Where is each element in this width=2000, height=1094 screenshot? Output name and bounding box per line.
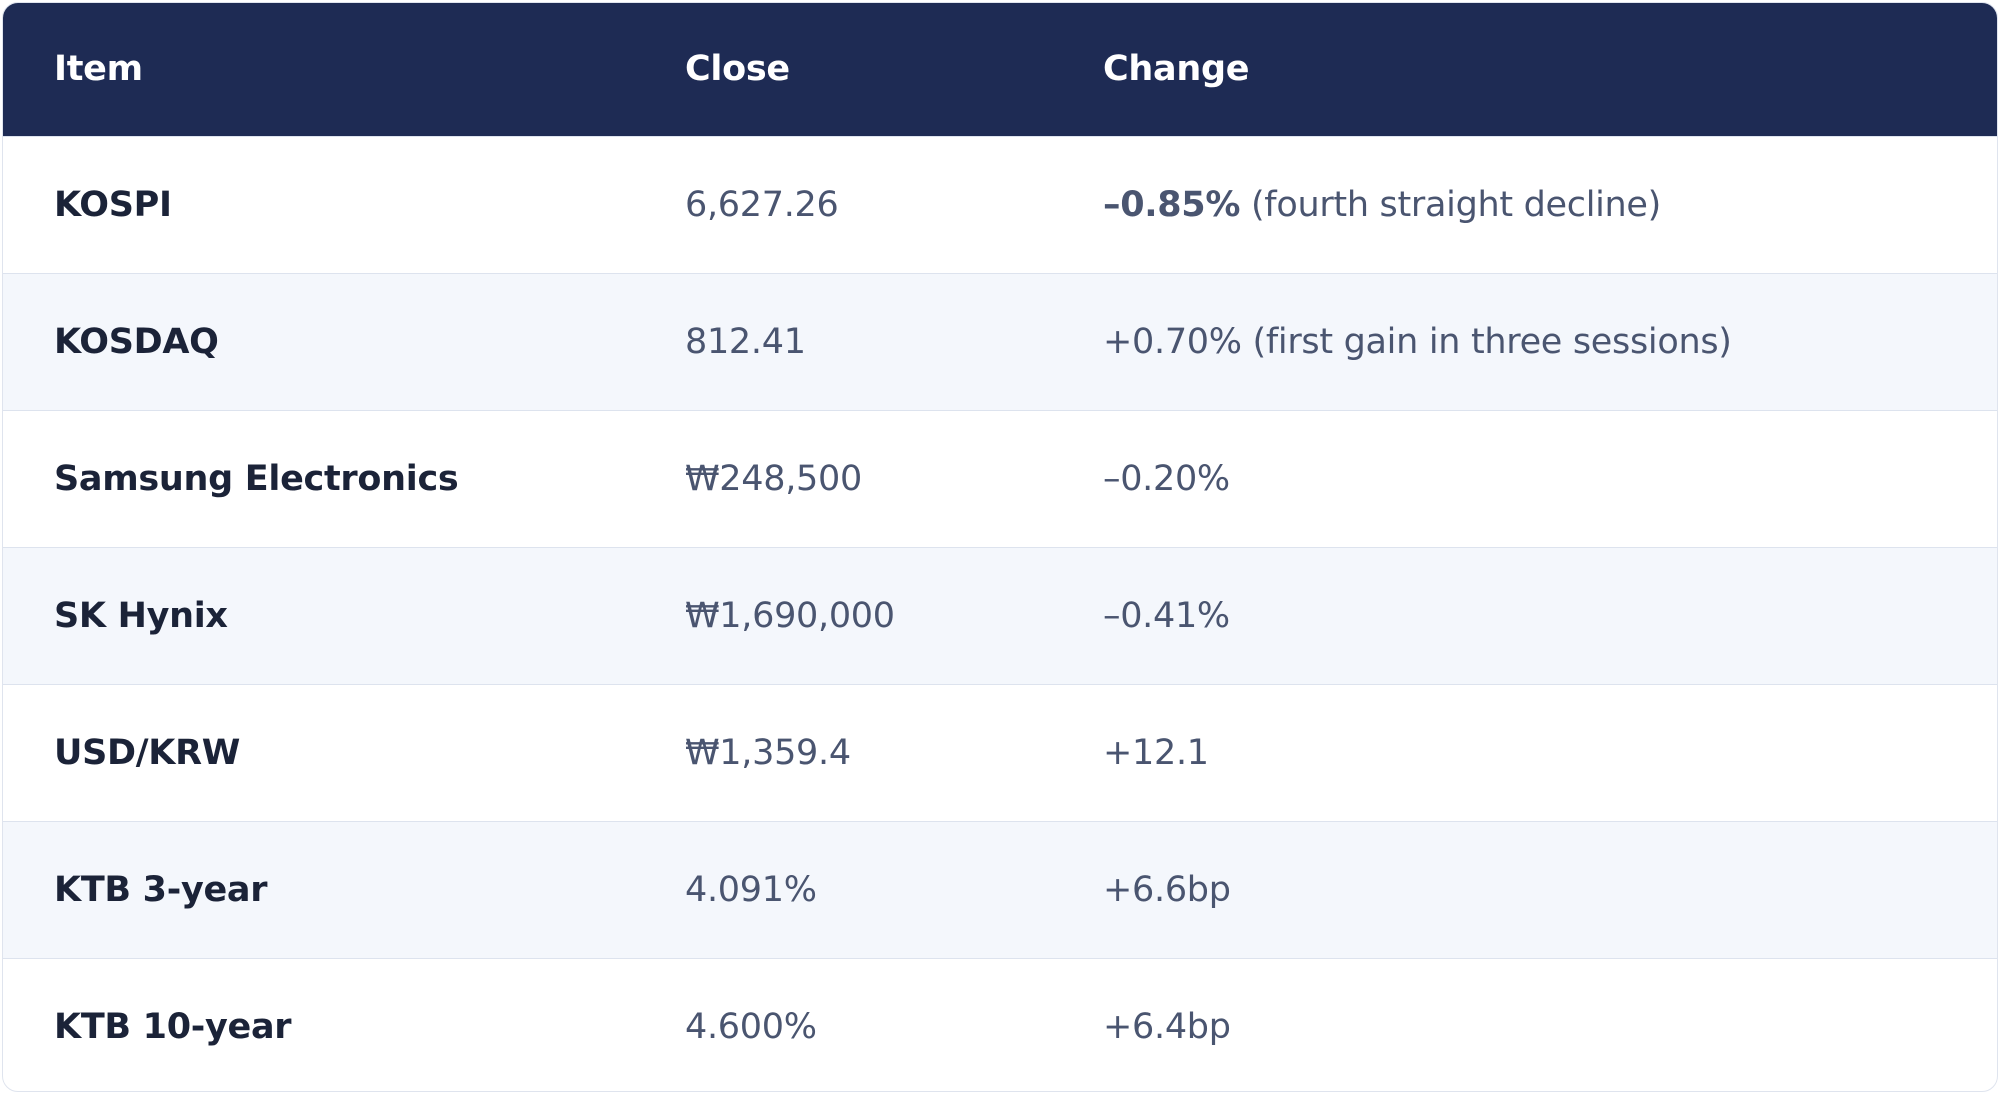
market-table: Item Close Change KOSPI 6,627.26 –0.85% … bbox=[3, 3, 1997, 1091]
table-row: USD/KRW ₩1,359.4 +12.1 bbox=[3, 684, 1997, 821]
table-row: Samsung Electronics ₩248,500 –0.20% bbox=[3, 410, 1997, 547]
row-change: +6.4bp bbox=[1103, 1006, 1231, 1047]
header-close: Close bbox=[685, 49, 790, 90]
row-item: KOSDAQ bbox=[54, 321, 219, 362]
table-header-row: Item Close Change bbox=[3, 3, 1997, 136]
row-close: 812.41 bbox=[685, 321, 806, 362]
row-change: +12.1 bbox=[1103, 732, 1209, 773]
row-change-value: +0.70% bbox=[1103, 321, 1242, 362]
table-row: KOSPI 6,627.26 –0.85% (fourth straight d… bbox=[3, 136, 1997, 273]
row-item: KTB 3-year bbox=[54, 869, 268, 910]
row-change: –0.85% (fourth straight decline) bbox=[1052, 136, 1997, 273]
row-change: –0.20% bbox=[1103, 458, 1230, 499]
header-item: Item bbox=[54, 49, 143, 90]
row-close: ₩1,690,000 bbox=[685, 595, 895, 636]
table-row: KOSDAQ 812.41 +0.70% (first gain in thre… bbox=[3, 273, 1997, 410]
row-change-value: –0.85% bbox=[1103, 184, 1241, 225]
row-close: 6,627.26 bbox=[685, 184, 839, 225]
row-change: +0.70% (first gain in three sessions) bbox=[1052, 273, 1997, 410]
row-item: KTB 10-year bbox=[54, 1006, 292, 1047]
row-item: USD/KRW bbox=[54, 732, 241, 773]
row-close: 4.600% bbox=[685, 1006, 817, 1047]
row-change: +6.6bp bbox=[1103, 869, 1231, 910]
row-change-note: (first gain in three sessions) bbox=[1241, 321, 1732, 362]
table-row: SK Hynix ₩1,690,000 –0.41% bbox=[3, 547, 1997, 684]
header-change: Change bbox=[1103, 49, 1250, 90]
row-item: SK Hynix bbox=[54, 595, 228, 636]
table-row: KTB 3-year 4.091% +6.6bp bbox=[3, 821, 1997, 958]
row-change: –0.41% bbox=[1103, 595, 1230, 636]
row-close: ₩1,359.4 bbox=[685, 732, 851, 773]
row-item: KOSPI bbox=[54, 184, 172, 225]
row-change-note: (fourth straight decline) bbox=[1240, 184, 1662, 225]
table-row: KTB 10-year 4.600% +6.4bp bbox=[3, 958, 1997, 1091]
row-item: Samsung Electronics bbox=[54, 458, 459, 499]
row-close: 4.091% bbox=[685, 869, 817, 910]
row-close: ₩248,500 bbox=[685, 458, 862, 499]
